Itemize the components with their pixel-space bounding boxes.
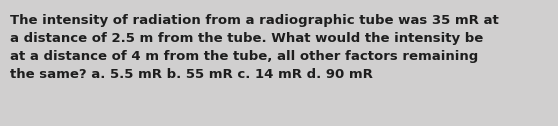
Text: The intensity of radiation from a radiographic tube was 35 mR at
a distance of 2: The intensity of radiation from a radiog… — [10, 14, 499, 81]
